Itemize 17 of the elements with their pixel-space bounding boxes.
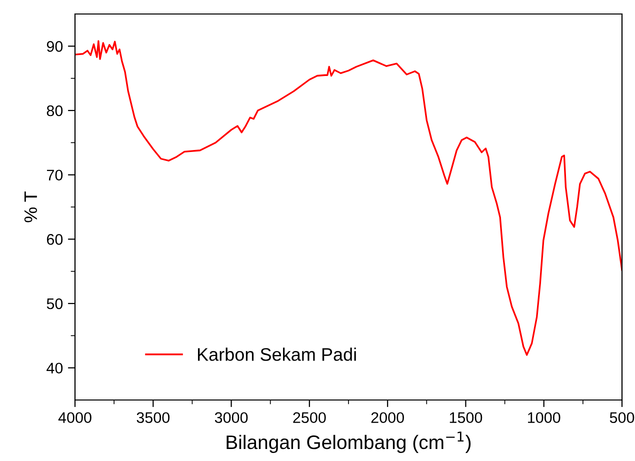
x-tick-label: 3000 — [214, 412, 248, 424]
x-tick-label: 1000 — [528, 412, 560, 424]
y-tick-label: 60 — [46, 234, 63, 245]
y-tick-label: 50 — [46, 298, 63, 310]
x-tick-label: 500 — [610, 412, 634, 424]
x-tick-label: 4000 — [58, 412, 92, 424]
x-axis-title: Bilangan Gelombang (cm$^{−1}$) — [226, 432, 471, 454]
legend-label: Karbon Sekam Padi — [198, 348, 356, 361]
x-tick-label: 2000 — [371, 412, 404, 424]
x-tick-label: 1500 — [450, 412, 482, 424]
y-tick-label: 90 — [46, 41, 63, 52]
x-tick-label: 3500 — [136, 412, 170, 424]
y-tick-label: 70 — [46, 170, 63, 181]
y-tick-label: 40 — [46, 362, 63, 374]
y-axis-title: % T — [24, 192, 38, 222]
y-tick-label: 80 — [46, 105, 63, 116]
x-tick-label: 2500 — [293, 412, 326, 424]
